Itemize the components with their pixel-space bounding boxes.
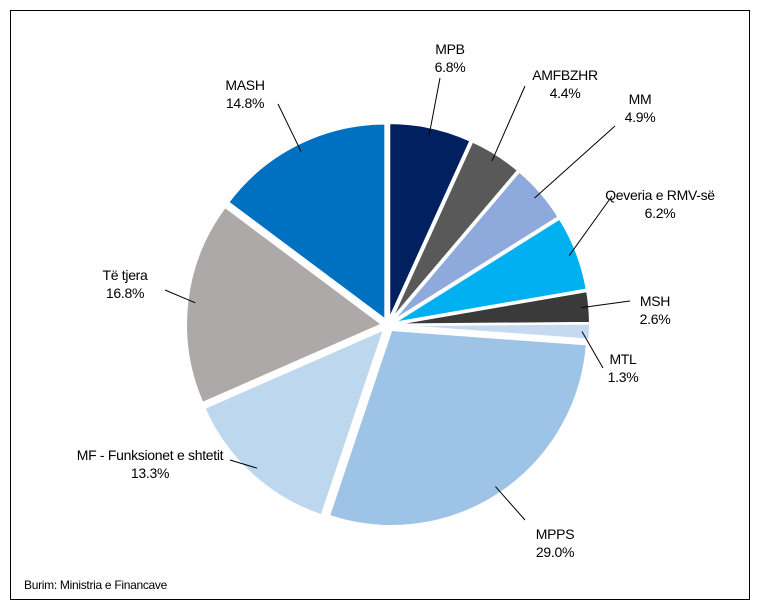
slice-value: 13.3%	[130, 465, 170, 481]
slice-name: MASH	[225, 77, 265, 93]
slice-name: AMFBZHR	[532, 67, 598, 83]
source-note: Burim: Ministria e Financave	[24, 578, 167, 592]
pie-slice	[393, 217, 588, 324]
pie-slice	[185, 205, 385, 405]
slice-label: MM 4.9%	[610, 90, 670, 126]
leader-line	[491, 85, 526, 162]
leader-line	[581, 331, 604, 369]
pie-slice	[393, 322, 591, 341]
slice-name: Qeveria e RMV-së	[605, 187, 715, 203]
slice-label: AMFBZHR 4.4%	[520, 66, 610, 102]
slice-value: 14.8%	[225, 95, 265, 111]
leader-line	[581, 300, 631, 309]
slice-label: MPB 6.8%	[420, 40, 480, 76]
slice-value: 1.3%	[607, 369, 639, 385]
slice-value: 6.2%	[644, 205, 676, 221]
slice-name: MM	[628, 91, 652, 107]
slice-value: 4.9%	[624, 109, 656, 125]
leader-line	[568, 195, 613, 256]
leader-line	[229, 459, 258, 469]
slice-label: MTL 1.3%	[598, 350, 648, 386]
leader-line	[428, 77, 441, 136]
leader-line	[534, 125, 616, 199]
leader-line	[495, 486, 526, 521]
slice-label: MF - Funksionet e shtetit 13.3%	[70, 446, 230, 482]
slice-name: MPPS	[535, 526, 575, 542]
frame	[10, 10, 750, 600]
slice-name: Të tjera	[102, 267, 148, 283]
leader-line	[277, 103, 302, 152]
slice-label: Qeveria e RMV-së 6.2%	[600, 186, 720, 222]
slice-name: MTL	[609, 351, 637, 367]
slice-label: MPPS 29.0%	[525, 525, 585, 561]
slice-label: Të tjera 16.8%	[85, 266, 165, 302]
slice-value: 29.0%	[535, 544, 575, 560]
pie-slice	[327, 328, 588, 527]
slice-name: MF - Funksionet e shtetit	[76, 447, 224, 463]
pie-slice	[390, 140, 520, 321]
slice-name: MSH	[639, 293, 671, 309]
leader-line	[164, 289, 196, 304]
slice-value: 6.8%	[434, 59, 466, 75]
slice-value: 4.4%	[549, 85, 581, 101]
slice-value: 16.8%	[105, 285, 145, 301]
slice-value: 2.6%	[639, 311, 671, 327]
slice-label: MASH 14.8%	[210, 76, 280, 112]
pie-slice	[203, 327, 386, 517]
slice-label: MSH 2.6%	[630, 292, 680, 328]
slice-name: MPB	[435, 41, 465, 57]
